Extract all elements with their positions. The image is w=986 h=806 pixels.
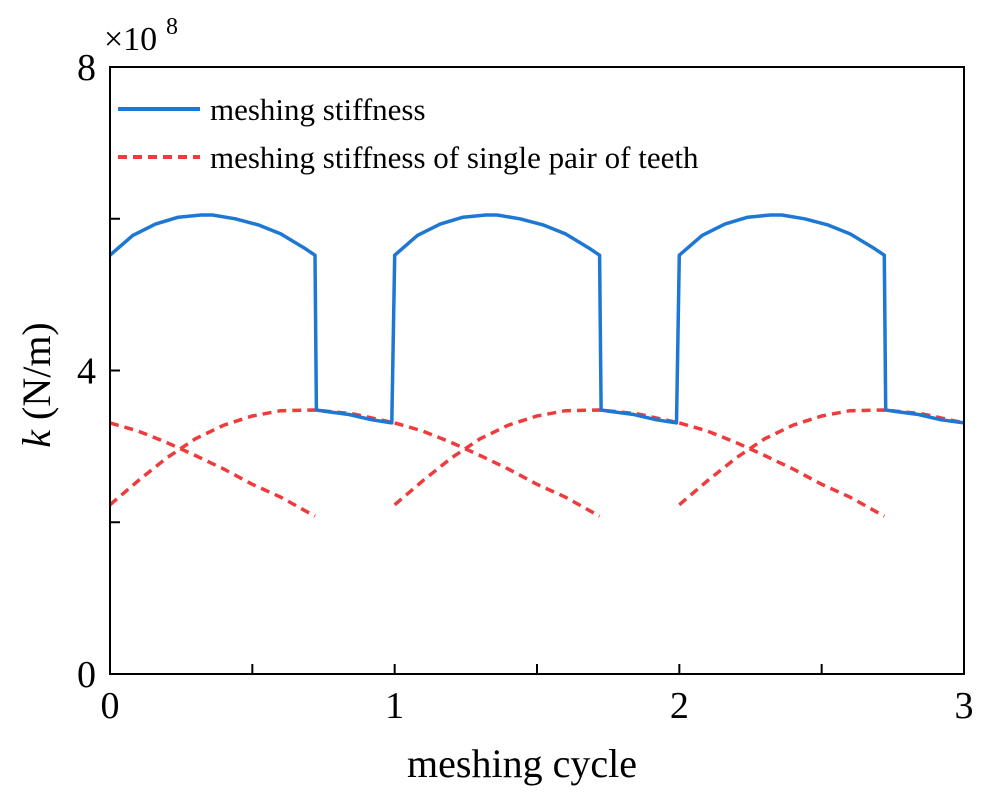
- series-layer: [108, 213, 965, 518]
- single-pair-curve-4: [678, 421, 886, 518]
- legend-label-meshing-stiffness: meshing stiffness: [210, 92, 426, 127]
- meshing-stiffness-line: [108, 213, 965, 425]
- single-pair-curve-3: [393, 408, 680, 507]
- y-tick-label: 4: [77, 351, 96, 393]
- y-axis-label: k (N/m): [14, 322, 59, 448]
- single-pair-curve-1: [108, 408, 396, 507]
- y-tick-label: 0: [77, 654, 96, 696]
- y-scale-base: ×10: [104, 21, 157, 58]
- x-tick-label: 2: [670, 685, 689, 727]
- legend-label-single-pair: meshing stiffness of single pair of teet…: [210, 140, 699, 175]
- x-tick-label: 1: [385, 685, 404, 727]
- y-tick-label: 8: [77, 47, 96, 89]
- single-pair-curve-5: [678, 408, 965, 507]
- x-tick-label: 0: [101, 685, 120, 727]
- x-tick-label: 3: [955, 685, 974, 727]
- tick-layer: 0 1 2 3 0 4 8: [77, 47, 974, 727]
- y-scale-exponent: 8: [166, 14, 178, 40]
- y-axis-label-symbol: k: [14, 429, 59, 448]
- legend: meshing stiffness meshing stiffness of s…: [118, 92, 699, 175]
- single-pair-curve-0: [109, 421, 316, 518]
- x-axis-label: meshing cycle: [407, 741, 637, 786]
- y-axis-label-unit: (N/m): [14, 322, 59, 430]
- y-scale-factor: ×10 8: [104, 14, 178, 58]
- single-pair-curve-2: [394, 421, 601, 518]
